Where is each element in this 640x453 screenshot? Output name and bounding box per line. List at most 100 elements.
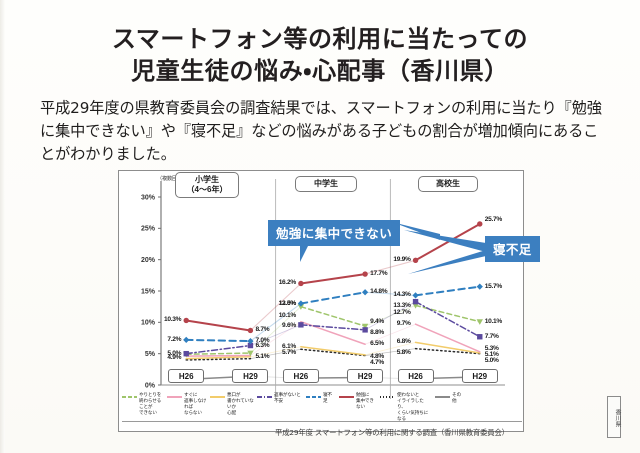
series-segment xyxy=(300,324,366,331)
scan-edge-shadow xyxy=(0,0,5,453)
series-connector xyxy=(250,321,302,356)
data-value-label: 6.1% xyxy=(282,342,296,350)
legend-item: すぐに 返事しなければ ならない xyxy=(167,392,207,416)
series-6 xyxy=(185,347,481,361)
series-connector xyxy=(250,324,302,346)
data-value-label: 15.7% xyxy=(484,282,503,290)
data-value-label: 5.0% xyxy=(167,349,182,357)
data-point-marker xyxy=(476,319,483,325)
legend-label: 使わないと イライラしたり、 くらい気持ちになる xyxy=(397,392,429,422)
data-point-marker xyxy=(298,322,304,328)
y-axis-tick-label: 10% xyxy=(141,320,156,327)
legend-label: 返事がないと不安 xyxy=(274,392,301,404)
legend-label: すぐに 返事しなければ ならない xyxy=(184,392,207,416)
y-axis-tick-label: 30% xyxy=(141,194,156,201)
legend-swatch-icon xyxy=(339,393,354,400)
y-axis-tick-label: 0% xyxy=(145,382,156,389)
legend-item: 悪口が 書かれていないか 心配 xyxy=(210,392,254,416)
legend-swatch-icon xyxy=(380,393,395,400)
series-2 xyxy=(183,298,483,357)
legend-item: 寝不足 xyxy=(306,392,336,404)
data-value-label: 10.3% xyxy=(164,316,182,324)
group-label-high-school: 高校生 xyxy=(418,176,478,192)
data-point-marker xyxy=(412,257,419,263)
series-connector xyxy=(250,283,302,331)
x-axis-label-h26-0: H26 xyxy=(168,369,205,383)
series-connector xyxy=(365,341,416,356)
series-segment xyxy=(414,304,481,323)
series-segment xyxy=(414,300,481,338)
group-label-line: 中学生 xyxy=(314,179,338,188)
chart-legend: やりとりを 終わらせることが できない すぐに 返事しなければ ならない 悪口が 書… xyxy=(122,392,522,422)
data-value-label: 9.7% xyxy=(396,320,411,328)
source-caption: 平成29年度 スマートフォン等の利用に関する調査（香川県教育委員会） xyxy=(275,428,509,437)
legend-label: その他 xyxy=(452,392,461,404)
data-point-marker xyxy=(477,221,483,227)
data-value-label: 9.6% xyxy=(282,321,296,329)
data-value-label: 14.3% xyxy=(393,291,411,299)
data-point-marker xyxy=(183,336,190,343)
data-value-label: 9.4% xyxy=(370,318,384,326)
y-axis-tick-label: 25% xyxy=(141,226,156,233)
data-value-label: 6.8% xyxy=(396,338,411,346)
data-value-label: 5.0% xyxy=(484,356,499,364)
data-value-label: 8.7% xyxy=(255,326,270,334)
multiple-answer-note: （複数回答） xyxy=(157,176,187,182)
series-segment xyxy=(185,352,252,356)
x-axis-label-h29-1: H29 xyxy=(232,369,269,383)
data-value-label: 10.1% xyxy=(278,311,297,319)
data-point-marker xyxy=(412,298,419,305)
series-connector xyxy=(364,323,416,345)
data-point-marker xyxy=(183,350,189,357)
legend-item: 勉強に 集中できない xyxy=(339,392,377,410)
series-segment xyxy=(185,319,252,332)
data-value-label: 7.0% xyxy=(255,337,270,345)
legend-label: やりとりを 終わらせることが できない xyxy=(139,392,162,416)
data-value-label: 5.7% xyxy=(282,349,296,357)
data-point-marker xyxy=(362,327,368,333)
legend-item: 使わないと イライラしたり、 くらい気持ちになる xyxy=(380,392,432,422)
document-stamp: 香川県 xyxy=(607,396,621,438)
data-value-label: 5.1% xyxy=(484,351,499,359)
group-label-line: （4～6年） xyxy=(186,185,228,194)
data-point-marker xyxy=(362,271,368,277)
chart-container: （複数回答） 0% 5% 10% 15% 20% 25% 30% 10.3% 8.7% 16.2… xyxy=(118,170,524,432)
series-segment xyxy=(185,338,252,343)
group-label-line: 高校生 xyxy=(436,179,460,188)
data-value-label: 4.7% xyxy=(370,358,384,366)
x-axis-label-h29-3: H29 xyxy=(347,369,384,383)
data-value-label: 19.9% xyxy=(393,256,411,264)
data-value-label: 7.7% xyxy=(484,332,499,340)
y-axis-tick-label: 15% xyxy=(141,288,156,295)
data-point-marker xyxy=(247,342,254,349)
y-axis-tick-label: 20% xyxy=(141,257,156,264)
series-segment xyxy=(185,354,252,357)
series-connector xyxy=(365,348,416,356)
data-point-marker xyxy=(477,334,483,340)
series-segment xyxy=(300,346,366,356)
series-5 xyxy=(185,341,481,360)
series-connector xyxy=(250,348,301,360)
x-axis-label-h26-4: H26 xyxy=(397,369,434,383)
series-connector xyxy=(250,346,301,358)
data-point-marker xyxy=(412,292,419,299)
legend-swatch-icon xyxy=(122,393,137,400)
series-connector xyxy=(250,303,302,342)
legend-divider xyxy=(122,421,522,422)
data-point-marker xyxy=(361,323,369,330)
series-segment xyxy=(300,305,366,327)
legend-label: 寝不足 xyxy=(323,392,332,404)
title-line-1: スマートフォン等の利用に当たっての xyxy=(111,25,529,53)
callout-study-concentration: 勉強に集中できない xyxy=(268,220,401,246)
series-7 xyxy=(185,375,481,381)
group-label-line: 小学生 xyxy=(195,175,219,184)
data-value-label: 10.1% xyxy=(484,317,503,325)
lead-paragraph: 平成29年度の県教育委員会の調査結果では、スマートフォンの利用に当たり『勉強に集… xyxy=(40,99,602,164)
x-axis-label-h26-2: H26 xyxy=(282,369,319,383)
line-chart-plot: 0% 5% 10% 15% 20% 25% 30% xyxy=(141,179,505,399)
page-title: スマートフォン等の利用に当たっての 児童生徒の悩み・心配事（香川県） xyxy=(0,24,640,87)
data-value-label: 12.7% xyxy=(393,309,411,317)
data-point-marker xyxy=(298,280,304,287)
legend-swatch-icon xyxy=(435,393,450,400)
legend-label: 勉強に 集中できない xyxy=(356,392,374,410)
